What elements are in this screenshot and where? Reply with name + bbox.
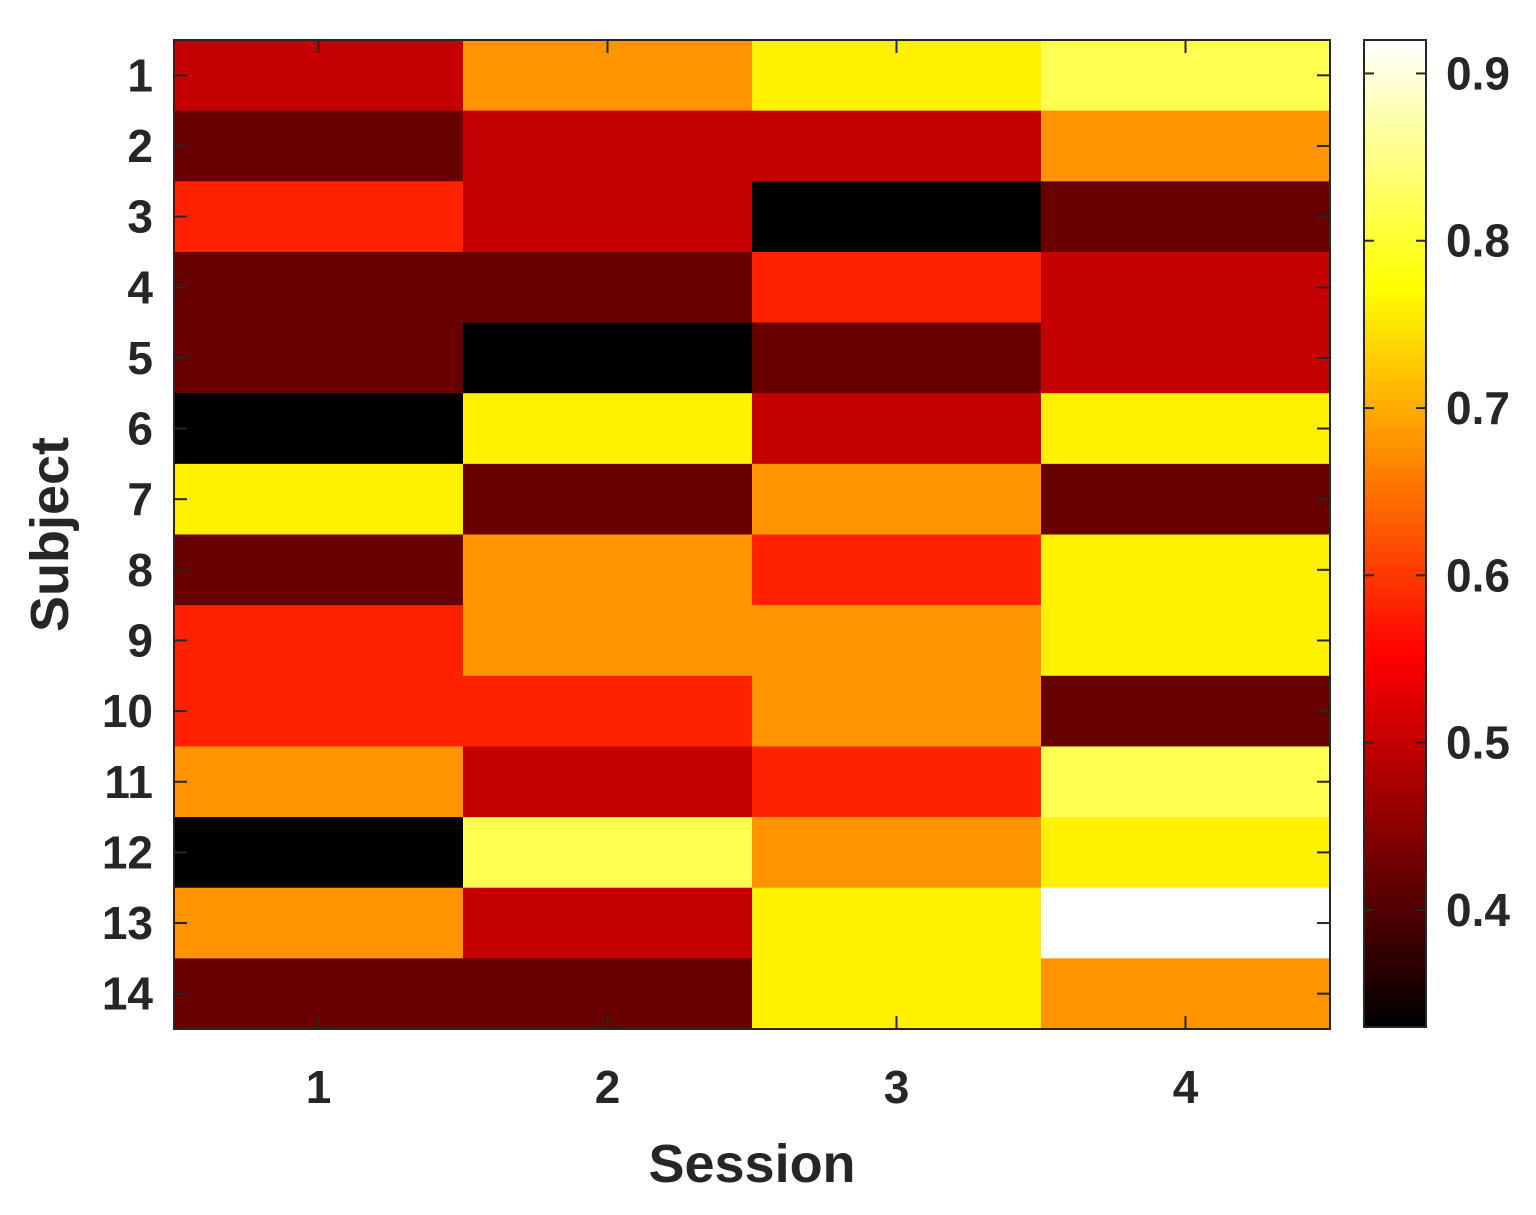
y-tick-label: 4: [127, 261, 153, 313]
heatmap-cell-r5-c2: [463, 322, 753, 394]
x-tick-label: 1: [306, 1061, 332, 1113]
axis-ticks: [174, 40, 1330, 1029]
heatmap-cell-r2-c2: [463, 110, 753, 182]
heatmap-cell-r11-c1: [174, 746, 464, 818]
x-tick-label: 4: [1173, 1061, 1199, 1113]
y-tick-label: 11: [104, 756, 153, 808]
heatmap-cell-r6-c4: [1041, 393, 1331, 465]
heatmap-cell-r9-c3: [752, 605, 1042, 677]
colorbar: [1363, 39, 1427, 1028]
heatmap-cell-r7-c3: [752, 463, 1042, 536]
heatmap-cell-r4-c4: [1041, 251, 1331, 324]
heatmap-cell-r12-c2: [463, 817, 753, 889]
heatmap-cell-r7-c1: [174, 463, 464, 536]
y-tick-label: 3: [127, 191, 153, 243]
y-tick-label: 8: [127, 544, 153, 596]
heatmap-cell-r13-c4: [1041, 887, 1331, 959]
colorbar-tick-label: 0.8: [1446, 215, 1510, 267]
y-tick-label: 5: [127, 332, 153, 384]
colorbar-tick-label: 0.7: [1446, 382, 1510, 434]
x-axis-title: Session: [648, 1134, 855, 1194]
colorbar-ticks: [1364, 72, 1426, 911]
x-tick-label: 3: [884, 1061, 910, 1113]
heatmap-cell-r12-c4: [1041, 817, 1331, 889]
heatmap-cell-r2-c3: [752, 110, 1042, 182]
colorbar-tick-label: 0.4: [1446, 884, 1510, 936]
y-tick-label: 7: [127, 473, 153, 525]
heatmap-cell-r7-c4: [1041, 463, 1331, 536]
heatmap-cell-r4-c3: [752, 251, 1042, 324]
heatmap-cell-r2-c1: [174, 110, 464, 182]
heatmap-cell-r10-c1: [174, 675, 464, 748]
y-tick-label: 13: [102, 897, 153, 949]
heatmap-cell-r8-c2: [463, 534, 753, 606]
heatmap-cell-r10-c3: [752, 675, 1042, 748]
heatmap-cell-r5-c1: [174, 322, 464, 394]
y-tick-label: 10: [102, 685, 153, 737]
heatmap-cell-r5-c4: [1041, 322, 1331, 394]
heatmap-cell-r11-c4: [1041, 746, 1331, 818]
heatmap-cell-r4-c2: [463, 251, 753, 324]
colorbar-tick-label: 0.5: [1446, 717, 1510, 769]
heatmap-cell-r3-c4: [1041, 181, 1331, 253]
y-tick-label: 1: [127, 49, 153, 101]
y-tick-label: 9: [127, 614, 153, 666]
heatmap-cell-r7-c2: [463, 463, 753, 536]
y-tick-label: 12: [102, 826, 153, 878]
heatmap-cell-r12-c3: [752, 817, 1042, 889]
heatmap-cell-r9-c2: [463, 605, 753, 677]
heatmap-cell-r9-c1: [174, 605, 464, 677]
heatmap-cell-r3-c1: [174, 181, 464, 253]
heatmap-cell-r6-c3: [752, 393, 1042, 465]
heatmap-cell-r10-c4: [1041, 675, 1331, 748]
colorbar-tick-label: 0.9: [1446, 47, 1510, 99]
heatmap-cell-r8-c1: [174, 534, 464, 606]
heatmap-cell-r3-c3: [752, 181, 1042, 253]
heatmap-cell-r13-c3: [752, 887, 1042, 959]
x-tick-label: 2: [595, 1061, 621, 1113]
heatmap-cell-r6-c2: [463, 393, 753, 465]
y-tick-label: 14: [102, 968, 154, 1020]
colorbar-tick-labels: 0.4 0.5 0.6 0.7 0.8 0.9: [1446, 47, 1510, 935]
heatmap-cell-r3-c2: [463, 181, 753, 253]
heatmap-cell-r11-c2: [463, 746, 753, 818]
heatmap-cell-r11-c3: [752, 746, 1042, 818]
y-tick-label: 2: [127, 120, 153, 172]
heatmap-cell-r12-c1: [174, 817, 464, 889]
plot-frame: [173, 39, 1331, 1030]
heatmap-cells: [174, 40, 1331, 1030]
y-tick-label: 6: [127, 403, 153, 455]
heatmap-cell-r8-c4: [1041, 534, 1331, 606]
colorbar-tick-label: 0.6: [1446, 549, 1510, 601]
heatmap-cell-r10-c2: [463, 675, 753, 748]
heatmap-cell-r13-c2: [463, 887, 753, 959]
heatmap-cell-r9-c4: [1041, 605, 1331, 677]
heatmap-cell-r13-c1: [174, 887, 464, 959]
heatmap-cell-r4-c1: [174, 251, 464, 324]
y-axis-title: Subject: [20, 437, 80, 632]
heatmap-cell-r8-c3: [752, 534, 1042, 606]
x-tick-labels: 1 2 3 4: [306, 1061, 1199, 1113]
heatmap-cell-r2-c4: [1041, 110, 1331, 182]
heatmap-cell-r6-c1: [174, 393, 464, 465]
heatmap-cell-r5-c3: [752, 322, 1042, 394]
